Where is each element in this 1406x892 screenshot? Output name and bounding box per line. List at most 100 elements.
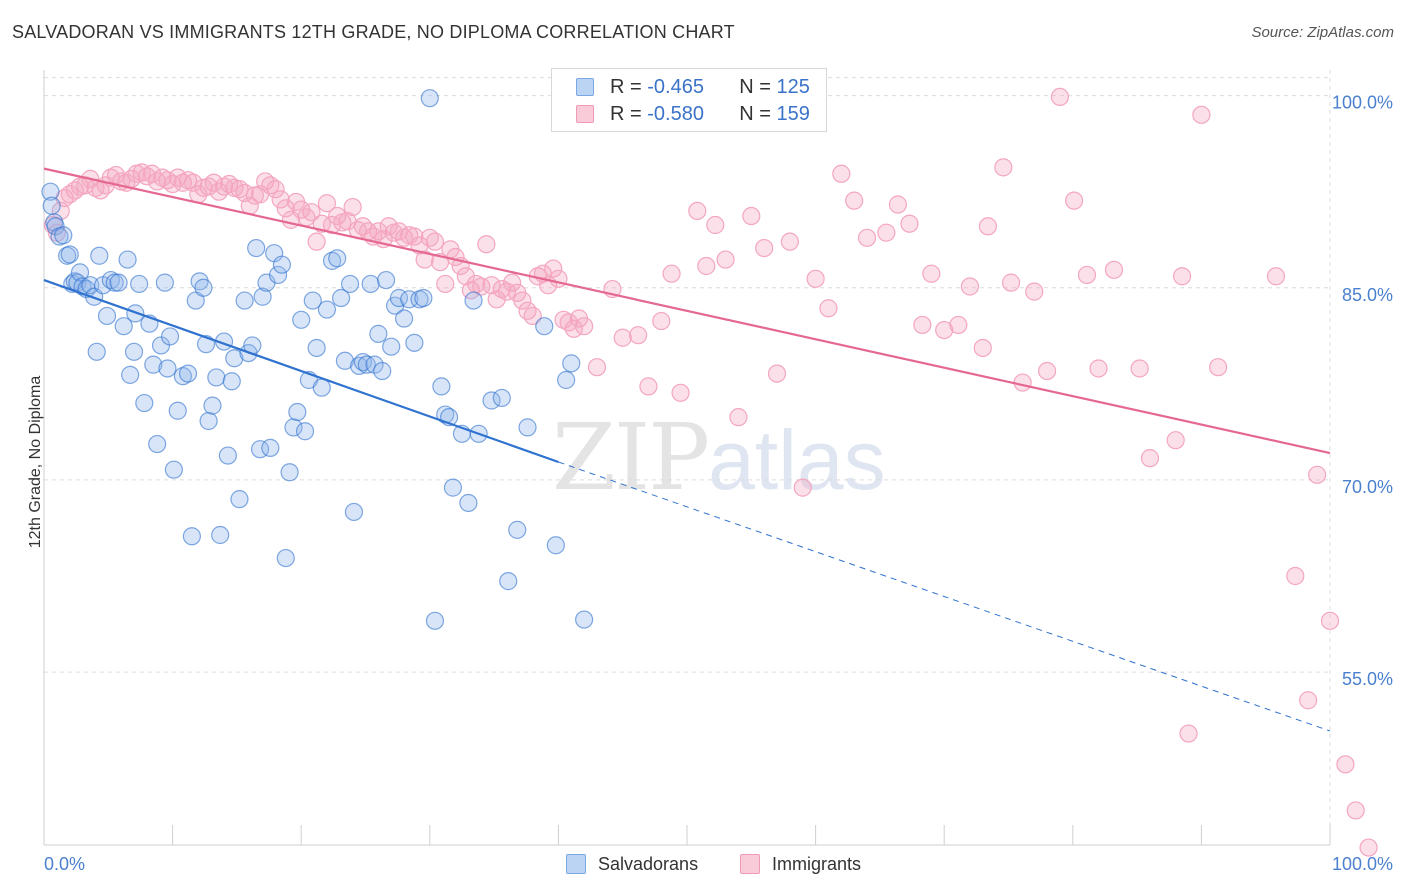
legend-row-immigrants: R = -0.580 N = 159	[576, 102, 810, 126]
salvadoran-point	[508, 520, 527, 539]
immigrant-point	[178, 171, 198, 190]
salvadoran-point	[357, 355, 376, 374]
immigrant-point	[271, 190, 290, 209]
immigrant-point	[1089, 359, 1108, 378]
salvadoran-point	[81, 276, 100, 295]
salvadoran-point	[276, 548, 295, 568]
salvadoran-point	[317, 300, 337, 319]
salvadoran-point	[268, 265, 288, 285]
immigrant-point	[1166, 431, 1185, 450]
immigrant-point	[973, 338, 992, 358]
salvadoran-point	[54, 226, 73, 245]
salvadorans-swatch	[576, 78, 594, 96]
salvadoran-point	[42, 196, 61, 215]
salvadoran-point	[322, 251, 342, 270]
immigrant-point	[1140, 449, 1160, 468]
salvadoran-point	[173, 367, 192, 386]
salvadoran-point	[295, 422, 315, 441]
salvadoran-point	[194, 278, 213, 297]
salvadoran-point	[280, 463, 299, 482]
immigrant-point	[877, 223, 896, 242]
salvadoran-point	[292, 310, 311, 329]
y-tick-label: 55.0%	[1342, 669, 1393, 689]
immigrant-point	[793, 478, 812, 497]
salvadoran-point	[557, 370, 576, 390]
immigrant-point	[697, 256, 716, 276]
source-label: Source: ZipAtlas.com	[1251, 24, 1394, 41]
salvadorans-legend-swatch	[566, 854, 586, 874]
salvadoran-point	[518, 418, 537, 437]
salvadoran-point	[118, 250, 137, 269]
immigrant-point	[1266, 267, 1286, 286]
salvadoran-point	[394, 309, 414, 328]
salvadoran-point	[284, 418, 303, 437]
legend-r-value: -0.465	[647, 75, 704, 98]
salvadoran-point	[247, 238, 266, 258]
immigrant-point	[1050, 87, 1070, 107]
immigrant-point	[1286, 566, 1305, 586]
salvadoran-point	[361, 274, 380, 294]
immigrant-point	[662, 264, 681, 283]
legend-n-label: N =	[739, 102, 777, 125]
immigrant-point	[857, 228, 877, 247]
immigrant-point	[960, 277, 980, 296]
immigrants-legend-swatch	[740, 854, 760, 874]
immigrant-point	[716, 250, 735, 269]
immigrant-point	[477, 235, 496, 254]
immigrant-point	[456, 267, 475, 286]
immigrant-point	[671, 383, 690, 402]
salvadoran-point	[535, 317, 554, 336]
salvadoran-point	[420, 89, 439, 108]
immigrant-point	[544, 259, 563, 278]
salvadoran-point	[492, 388, 511, 408]
salvadoran-point	[90, 246, 109, 265]
stats-legend: R = -0.465 N = 125 R = -0.580 N = 159	[551, 68, 827, 132]
salvadoran-point	[575, 610, 594, 629]
immigrant-point	[575, 317, 594, 336]
salvadoran-point	[562, 354, 581, 373]
salvadoran-point	[382, 337, 401, 356]
salvadoran-point	[307, 338, 326, 358]
immigrant-point	[1064, 191, 1084, 210]
salvadorans-trend-line	[43, 279, 559, 464]
immigrant-point	[845, 191, 864, 210]
legend-row-salvadorans: R = -0.465 N = 125	[576, 75, 810, 99]
immigrant-point	[688, 201, 707, 221]
zipatlas-watermark: ZIPatlas	[552, 404, 886, 511]
salvadoran-point	[135, 393, 154, 413]
salvadoran-point	[253, 287, 272, 306]
watermark-atlas: atlas	[708, 413, 886, 507]
salvadoran-point	[182, 527, 201, 546]
immigrant-point	[1346, 801, 1365, 820]
salvadoran-point	[312, 378, 331, 397]
immigrant-point	[949, 315, 968, 335]
salvadorans-trend-extension	[558, 461, 1331, 732]
immigrant-point	[1192, 105, 1211, 124]
salvadoran-point	[105, 273, 124, 292]
salvadoran-point	[97, 306, 117, 326]
legend-n-label: N =	[739, 75, 777, 98]
immigrant-point	[487, 290, 506, 309]
salvadoran-point	[405, 333, 424, 352]
salvadoran-point	[144, 355, 163, 374]
x-tick-label: 100.0%	[1332, 854, 1393, 874]
salvadoran-point	[414, 288, 433, 308]
immigrant-point	[900, 214, 919, 233]
salvadoran-point	[87, 342, 106, 361]
salvadoran-point	[443, 478, 463, 497]
salvadoran-point	[400, 290, 419, 309]
immigrant-point	[994, 158, 1013, 177]
immigrant-point	[1173, 267, 1192, 286]
immigrant-point	[554, 310, 573, 329]
salvadoran-point	[41, 182, 60, 201]
salvadoran-point	[70, 263, 90, 282]
salvadoran-point	[211, 525, 230, 545]
immigrant-point	[1336, 755, 1355, 774]
watermark-zip: ZIP	[552, 404, 710, 511]
immigrant-point	[806, 269, 825, 288]
salvadoran-point	[114, 317, 133, 336]
legend-r-label: R =	[610, 75, 648, 98]
immigrant-point	[1077, 265, 1097, 285]
immigrant-point	[755, 238, 774, 258]
